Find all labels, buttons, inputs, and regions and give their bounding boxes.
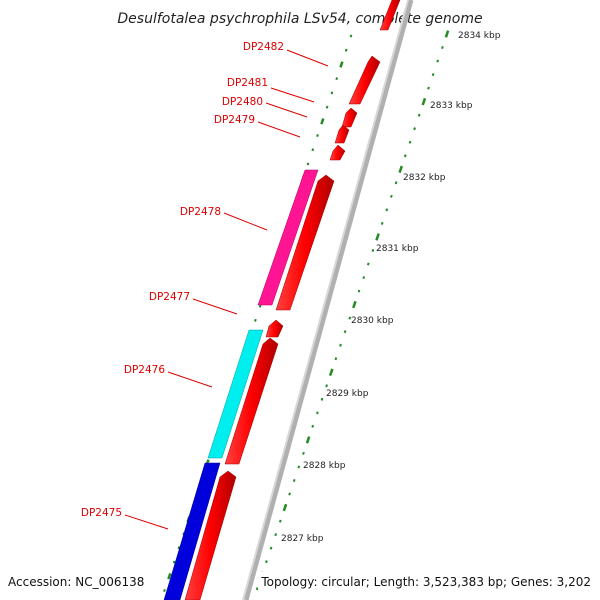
gene-label[interactable]: DP2475 [81,507,122,519]
highlight-feature-dp2478[interactable] [257,169,319,306]
cds-feature[interactable] [265,319,284,338]
scale-tick-label: 2830 kbp [351,316,394,326]
scale-major-tick [444,30,450,38]
scale-minor-tick [320,397,324,401]
scale-minor-tick [325,105,329,109]
scale-minor-tick [311,424,315,428]
cds-feature[interactable] [348,55,381,105]
scale-major-tick [305,436,311,444]
scale-labels: 2834 kbp 2833 kbp 2832 kbp 2831 kbp 2830… [281,31,501,544]
cds-feature[interactable] [275,174,335,311]
scale-minor-tick [436,59,440,63]
scale-minor-tick [278,519,282,523]
scale-minor-tick [362,276,366,280]
scale-minor-tick [334,357,338,361]
cds-feature[interactable] [379,0,401,31]
scale-minor-tick [177,546,181,550]
scale-minor-tick [431,73,435,77]
scale-minor-tick [366,262,370,266]
cds-feature[interactable] [329,144,346,161]
scale-minor-tick [316,411,319,415]
scale-major-tick [167,573,172,580]
scale-minor-tick [302,451,305,455]
scale-minor-tick [403,154,407,158]
scale-minor-tick [330,91,334,95]
accession-text: Accession: NC_006138 [8,575,144,589]
scale-minor-tick [335,77,339,81]
scale-minor-tick [265,560,268,564]
scale-minor-tick [269,546,273,550]
scale-tick-label: 2831 kbp [376,244,419,254]
scale-major-tick [282,503,288,512]
scale-tick-label: 2832 kbp [403,173,446,183]
scale-major-tick [421,97,427,106]
scale-minor-tick [371,248,375,253]
gene-label[interactable]: DP2480 [222,96,263,108]
scale-major-tick [398,165,403,173]
scale-minor-tick [311,148,315,152]
scale-minor-tick [349,34,353,38]
scale-minor-tick [390,194,393,198]
gene-leaders [124,49,329,530]
scale-minor-tick [325,384,328,388]
scale-tick-label: 2827 kbp [281,534,324,544]
scale-major-tick [320,118,325,125]
scale-major-tick [339,61,344,68]
gene-label[interactable]: DP2482 [243,41,284,53]
gene-label[interactable]: DP2476 [124,364,165,376]
topology-text: Topology: circular; Length: 3,523,383 bp… [260,575,591,589]
scale-minor-tick [297,465,301,469]
highlight-feature-dp2475[interactable] [163,462,221,600]
scale-major-tick [328,368,334,377]
gene-labels: DP2482 DP2481 DP2480 DP2479 DP2478 DP247… [81,41,284,519]
footer-right-bg [258,572,596,592]
scale-tick-label: 2828 kbp [303,461,346,471]
scale-minor-tick [408,140,412,144]
cds-track [184,0,401,600]
scale-major-tick [375,233,380,241]
backbone-shadow [243,0,414,600]
scale-minor-tick [163,588,166,593]
cds-feature[interactable] [341,107,358,128]
scale-minor-tick [343,330,347,334]
cds-feature[interactable] [334,124,350,144]
scale-minor-tick [357,289,361,293]
scale-minor-tick [348,316,352,320]
scale-minor-tick [254,318,257,322]
gene-label[interactable]: DP2478 [180,206,221,218]
scale-minor-tick [380,221,384,225]
scale-minor-tick [413,127,416,131]
scale-tick-label: 2833 kbp [430,101,473,111]
scale-minor-tick [306,162,310,166]
scale-major-tick [352,300,357,309]
scale-minor-tick [172,560,176,564]
scale-tick-label: 2829 kbp [326,389,369,399]
footer-left-bg [4,572,154,592]
scale-minor-tick [339,343,342,347]
scale-minor-tick [344,48,348,52]
scale-minor-tick [394,181,398,185]
map-title: Desulfotalea psychrophila LSv54, complet… [117,11,482,27]
scale-minor-tick [385,208,389,212]
scale-minor-tick [441,45,444,50]
cds-feature[interactable] [224,337,279,465]
highlight-feature-dp2476[interactable] [207,329,264,459]
gene-label[interactable]: DP2479 [214,114,255,126]
gene-label[interactable]: DP2477 [149,291,190,303]
scale-minor-tick [427,86,430,90]
scale-minor-tick [255,587,259,591]
scale-minor-tick [292,478,296,483]
backbone [242,0,409,600]
scale-tick-label: 2834 kbp [458,31,501,41]
scale-minor-tick [316,133,319,138]
scale-minor-tick [274,533,278,537]
scale-minor-tick [258,304,262,308]
scale-minor-tick [288,492,291,496]
highlight-track [163,169,319,600]
gene-label[interactable]: DP2481 [227,77,268,89]
scale-minor-tick [417,113,421,117]
cds-feature[interactable] [184,470,237,600]
